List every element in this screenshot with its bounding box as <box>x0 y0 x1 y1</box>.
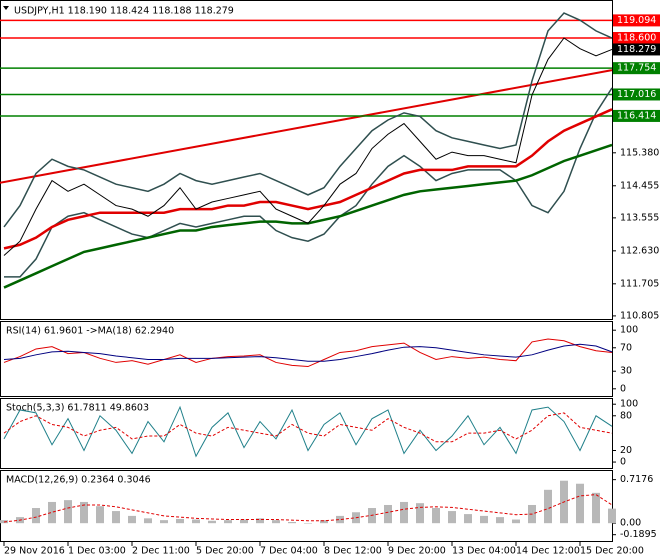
histogram-bar <box>48 501 56 524</box>
histogram-bar <box>288 521 296 524</box>
histogram-bar <box>496 517 504 524</box>
x-tick-label: 9 Dec 20:00 <box>388 546 446 557</box>
histogram-bar <box>464 514 472 524</box>
y-tick-label: 0.00 <box>620 518 641 529</box>
level-label: 116.414 <box>617 110 656 121</box>
x-tick-label: 2 Dec 11:00 <box>132 546 190 557</box>
level-label: 117.016 <box>617 89 656 100</box>
current-price-label: 118.279 <box>617 44 656 55</box>
histogram-bar <box>208 520 216 524</box>
x-tick-label: 7 Dec 04:00 <box>260 546 318 557</box>
y-tick-label: 0 <box>620 457 626 468</box>
y-tick-label: 111.705 <box>620 278 659 289</box>
panel-title: RSI(14) 61.9601 ->MA(18) 62.2940 <box>6 326 174 337</box>
level-box <box>613 32 660 45</box>
histogram-bar <box>256 518 264 524</box>
level-label: 119.094 <box>617 15 656 26</box>
histogram-bar <box>192 519 200 524</box>
series-line <box>3 405 613 458</box>
panel-title: Stoch(5,3,3) 61.7811 49.8603 <box>6 403 149 414</box>
y-tick-label: 20 <box>620 445 632 456</box>
x-tick-label: 13 Dec 04:00 <box>452 546 516 557</box>
histogram-bar <box>112 511 120 524</box>
histogram-bar <box>176 518 184 524</box>
histogram-bar <box>576 483 584 524</box>
histogram-bar <box>416 503 424 524</box>
histogram-bar <box>320 520 328 524</box>
rsi-frame <box>0 321 613 397</box>
histogram-bar <box>336 515 344 524</box>
histogram-bar <box>384 504 392 524</box>
x-tick-label: 14 Dec 12:00 <box>516 546 580 557</box>
y-tick-label: 70 <box>620 342 632 353</box>
level-label: 117.754 <box>617 63 656 74</box>
histogram-bar <box>592 492 600 524</box>
level-box <box>613 14 660 27</box>
current-price-box <box>613 43 660 56</box>
histogram-bar <box>144 518 152 524</box>
level-box <box>613 62 660 75</box>
y-tick-label: 100 <box>620 325 638 336</box>
histogram-bar <box>448 511 456 524</box>
histogram-bar <box>304 523 312 524</box>
y-tick-label: 80 <box>620 410 632 421</box>
x-tick-label: 5 Dec 20:00 <box>196 546 254 557</box>
trendline <box>0 69 613 184</box>
series-line <box>3 108 613 250</box>
panel-title: USDJPY,H1 118.190 118.424 118.188 118.27… <box>14 6 234 17</box>
y-tick-label: 112.630 <box>620 245 659 256</box>
histogram-bar <box>480 515 488 524</box>
y-tick-label: 110.805 <box>620 310 659 321</box>
title-arrow <box>3 6 9 10</box>
histogram-bar <box>224 520 232 524</box>
macd-frame <box>0 470 613 542</box>
stoch-frame <box>0 398 613 469</box>
histogram-bar <box>432 508 440 524</box>
x-tick-label: 29 Nov 2016 <box>4 546 65 557</box>
level-box <box>613 88 660 101</box>
series-line <box>3 12 613 228</box>
histogram-bar <box>96 506 104 524</box>
y-tick-label: 100 <box>620 399 638 410</box>
histogram-bar <box>272 520 280 524</box>
y-tick-label: 114.455 <box>620 180 659 191</box>
x-tick-label: 15 Dec 20:00 <box>580 546 644 557</box>
histogram-bar <box>32 508 40 524</box>
y-tick-label: 0.7176 <box>620 474 653 485</box>
y-tick-label: 0 <box>620 383 626 394</box>
x-tick-label: 8 Dec 12:00 <box>324 546 382 557</box>
histogram-bar <box>512 519 520 524</box>
y-tick-label: 115.380 <box>620 147 659 158</box>
histogram-bar <box>80 501 88 524</box>
main-frame <box>0 0 613 320</box>
series-line <box>3 37 613 256</box>
series-line <box>3 494 613 523</box>
y-tick-label: 113.555 <box>620 212 659 223</box>
series-line <box>4 87 613 278</box>
panel-title: MACD(12,26,9) 0.2364 0.3046 <box>6 475 151 486</box>
series-line <box>3 412 613 443</box>
histogram-bar <box>64 500 72 524</box>
histogram-bar <box>544 489 552 524</box>
level-box <box>613 109 660 122</box>
level-label: 118.600 <box>617 33 656 44</box>
histogram-bar <box>128 515 136 524</box>
series-line <box>3 343 613 362</box>
histogram-bar <box>608 508 616 524</box>
x-tick-label: 1 Dec 03:00 <box>68 546 126 557</box>
histogram-bar <box>160 520 168 524</box>
y-tick-label: -0.1895 <box>620 529 657 540</box>
histogram-bar <box>400 501 408 524</box>
histogram-bar <box>240 519 248 524</box>
series-line <box>3 338 613 368</box>
y-tick-label: 30 <box>620 366 632 377</box>
